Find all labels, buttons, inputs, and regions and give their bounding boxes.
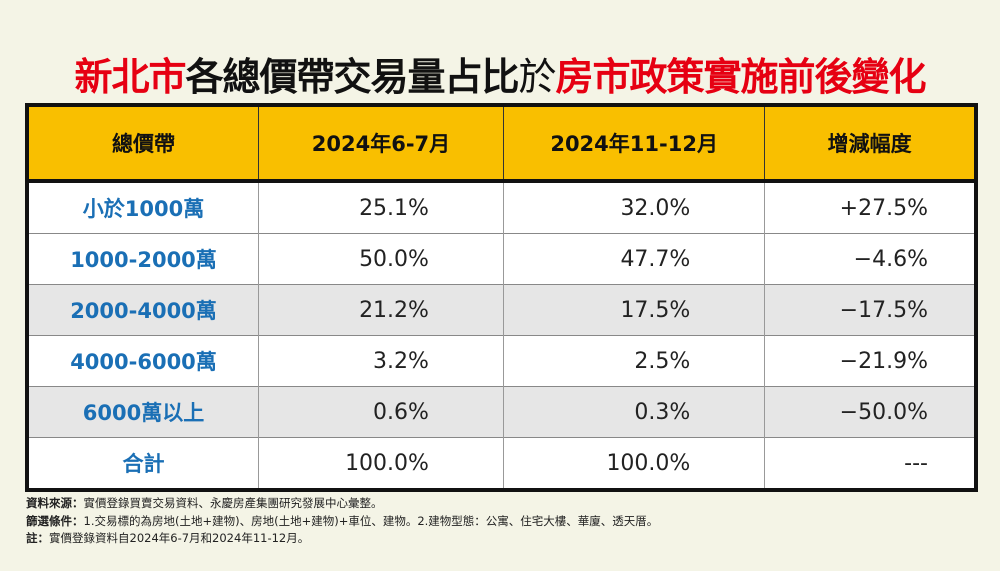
value-cell: −17.5% — [764, 284, 976, 336]
title-part: 房市政策實施前後變化 — [555, 55, 927, 99]
header-cell: 增減幅度 — [764, 105, 976, 183]
table-row: 1000-2000萬 50.0% 47.7% −4.6% — [27, 233, 976, 285]
footnote-note: 註：實價登錄資料自2024年6-7月和2024年11-12月。 — [26, 531, 310, 545]
band-label: 小於1000萬 — [27, 180, 259, 234]
value-cell: 0.3% — [502, 386, 765, 438]
value-cell: 100.0% — [258, 437, 504, 490]
value-cell: 50.0% — [258, 233, 504, 285]
header-cell: 2024年6-7月 — [258, 105, 504, 183]
value-cell: −4.6% — [764, 233, 976, 285]
header-cell: 總價帶 — [27, 105, 259, 183]
band-label: 4000-6000萬 — [27, 335, 259, 387]
value-cell: −21.9% — [764, 335, 976, 387]
value-cell: +27.5% — [764, 180, 976, 234]
value-cell: 32.0% — [502, 180, 765, 234]
value-cell: 2.5% — [502, 335, 765, 387]
title-part: 新北市 — [74, 55, 186, 99]
table-row: 小於1000萬 25.1% 32.0% +27.5% — [27, 180, 976, 234]
band-label: 1000-2000萬 — [27, 233, 259, 285]
table-row: 合計 100.0% 100.0% --- — [27, 437, 976, 490]
value-cell: 100.0% — [502, 437, 765, 490]
band-label: 合計 — [27, 437, 259, 490]
footnotes: 資料來源：實價登錄買賣交易資料、永慶房產集團研究發展中心彙整。 篩選條件：1.交… — [26, 495, 658, 548]
footnote-source: 資料來源：實價登錄買賣交易資料、永慶房產集團研究發展中心彙整。 — [26, 496, 383, 510]
table-row: 2000-4000萬 21.2% 17.5% −17.5% — [27, 284, 976, 336]
value-cell: 47.7% — [502, 233, 765, 285]
value-cell: --- — [764, 437, 976, 490]
value-cell: 21.2% — [258, 284, 504, 336]
page-title: 新北市各總價帶交易量占比於房市政策實施前後變化 — [0, 46, 1000, 101]
table-row: 6000萬以上 0.6% 0.3% −50.0% — [27, 386, 976, 438]
footnote-filter: 篩選條件：1.交易標的為房地(土地+建物)、房地(土地+建物)+車位、建物。2.… — [26, 513, 659, 528]
value-cell: −50.0% — [764, 386, 976, 438]
title-part: 於 — [518, 55, 557, 99]
title-part: 各總價帶交易量占比 — [185, 55, 519, 99]
header-cell: 2024年11-12月 — [502, 105, 765, 183]
value-cell: 25.1% — [258, 180, 504, 234]
value-cell: 3.2% — [258, 335, 504, 387]
value-cell: 0.6% — [258, 386, 504, 438]
value-cell: 17.5% — [502, 284, 765, 336]
band-label: 6000萬以上 — [27, 386, 259, 438]
price-band-table: 總價帶 2024年6-7月 2024年11-12月 增減幅度 小於1000萬 25… — [25, 103, 978, 492]
table-header-row: 總價帶 2024年6-7月 2024年11-12月 增減幅度 — [27, 105, 976, 183]
table-row: 4000-6000萬 3.2% 2.5% −21.9% — [27, 335, 976, 387]
band-label: 2000-4000萬 — [27, 284, 259, 336]
